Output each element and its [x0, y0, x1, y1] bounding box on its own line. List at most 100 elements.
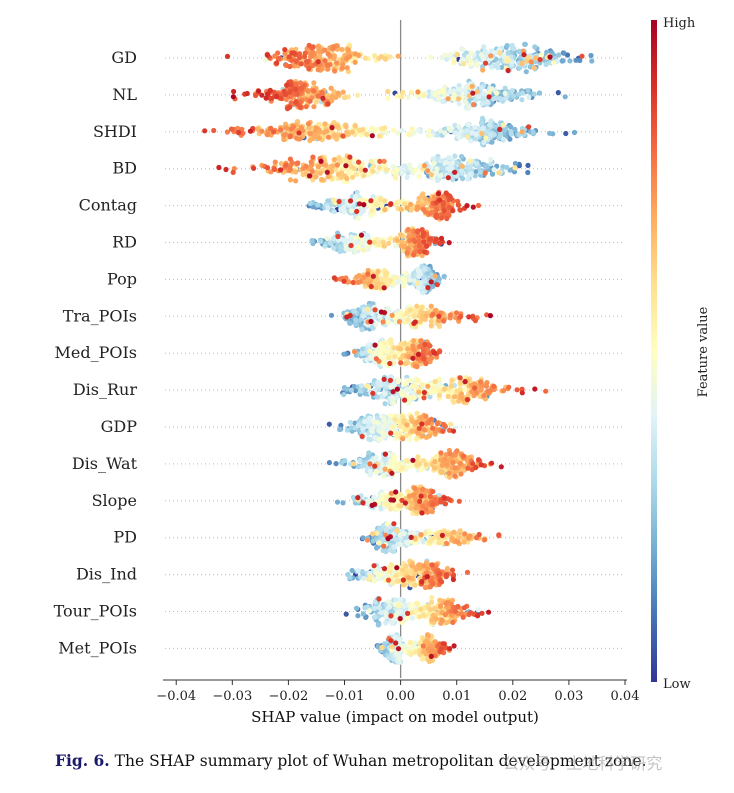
shap-point [369, 133, 375, 139]
shap-point [318, 238, 324, 244]
shap-point [439, 158, 445, 164]
shap-point [293, 99, 299, 105]
shap-point [307, 98, 313, 104]
shap-point [438, 457, 444, 463]
shap-point [488, 48, 494, 54]
shap-point [347, 419, 353, 425]
shap-point [385, 577, 392, 583]
shap-point [494, 90, 500, 96]
shap-point [370, 531, 376, 537]
shap-point [466, 93, 472, 99]
shap-point [512, 126, 518, 132]
shap-point [305, 121, 312, 127]
shap-point [445, 175, 451, 181]
shap-point [355, 568, 361, 574]
shap-point [373, 469, 379, 475]
shap-point [438, 235, 445, 241]
shap-point [352, 59, 358, 65]
shap-point [368, 318, 374, 325]
shap-point [419, 421, 425, 427]
shap-point [405, 226, 411, 233]
shap-point [468, 50, 474, 56]
shap-point [287, 134, 293, 140]
shap-point [483, 60, 489, 66]
shap-point [376, 540, 382, 546]
shap-point [402, 270, 408, 276]
shap-point [452, 169, 458, 175]
shap-point [479, 130, 485, 137]
shap-point [380, 360, 386, 367]
shap-point [383, 494, 389, 501]
shap-point [479, 101, 485, 107]
shap-point [309, 237, 315, 244]
feature-row-GD: GD [111, 41, 625, 75]
shap-point [353, 321, 359, 327]
shap-point [289, 57, 295, 64]
shap-point [453, 310, 460, 316]
shap-point [429, 562, 435, 568]
shap-point [533, 55, 539, 61]
feature-label-Tour_POIs: Tour_POIs [54, 602, 137, 621]
shap-point [278, 167, 284, 173]
shap-point [383, 527, 389, 533]
shap-point [343, 243, 349, 249]
shap-point [416, 273, 422, 280]
shap-point [351, 383, 357, 390]
shap-point [478, 387, 484, 393]
shap-point [369, 310, 375, 316]
shap-point [530, 129, 536, 135]
shap-point [531, 91, 537, 97]
shap-point [372, 53, 378, 59]
shap-point [430, 581, 436, 587]
shap-point [315, 59, 321, 65]
shap-point [386, 355, 392, 361]
shap-point [334, 499, 341, 505]
shap-point [503, 95, 509, 101]
shap-point [459, 153, 465, 160]
shap-point [324, 169, 330, 175]
shap-point [404, 205, 410, 211]
shap-point [467, 158, 473, 164]
shap-point [373, 321, 379, 327]
shap-point [525, 162, 531, 168]
shap-point [275, 50, 281, 56]
shap-point [538, 52, 545, 58]
shap-point [202, 128, 208, 134]
shap-point [336, 155, 342, 161]
shap-point [390, 389, 396, 395]
shap-point [456, 101, 462, 107]
shap-point [274, 60, 280, 66]
shap-point [396, 319, 403, 325]
shap-point [361, 274, 367, 280]
shap-point [527, 64, 533, 70]
shap-point [373, 284, 379, 291]
shap-point [411, 313, 417, 319]
shap-point [335, 171, 341, 177]
shap-point [391, 459, 397, 465]
shap-point [381, 417, 387, 423]
shap-point [436, 376, 442, 382]
shap-point [504, 43, 510, 49]
shap-point [438, 499, 444, 505]
shap-point [377, 158, 383, 164]
shap-point [519, 390, 525, 396]
shap-point [488, 53, 494, 59]
shap-point [426, 539, 433, 546]
shap-point [512, 165, 518, 171]
shap-point [394, 578, 400, 584]
shap-point [338, 422, 344, 428]
shap-point [497, 50, 503, 56]
shap-point [400, 567, 406, 573]
shap-point [387, 568, 393, 575]
shap-point [382, 125, 388, 131]
shap-point [404, 174, 410, 180]
shap-point [263, 95, 269, 101]
shap-point [563, 130, 569, 137]
shap-point [419, 252, 425, 259]
shap-point [354, 208, 360, 214]
shap-point [325, 101, 331, 107]
shap-point [404, 310, 410, 317]
shap-point [373, 455, 379, 461]
shap-point [373, 356, 379, 362]
shap-point [421, 389, 427, 396]
